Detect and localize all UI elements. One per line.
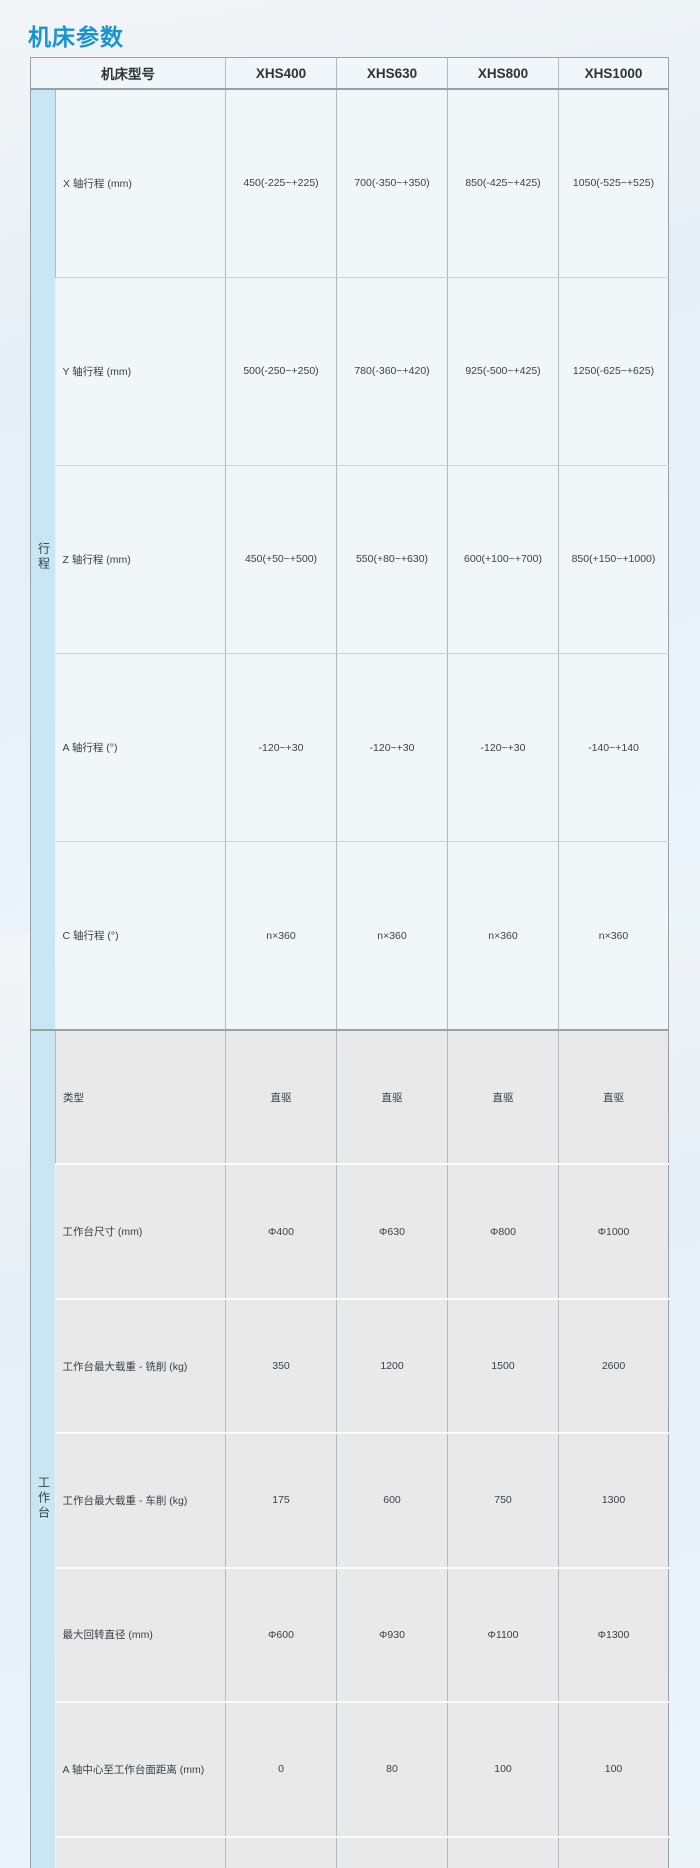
param-label-cell: Y 轴行程 (mm) bbox=[56, 277, 226, 465]
value-cell-xhs630: 直驱 bbox=[337, 1030, 448, 1164]
table-header-row: 机床型号 XHS400 XHS630 XHS800 XHS1000 bbox=[31, 58, 669, 90]
table-row: 工作台最大载重 - 铣削 (kg)350120015002600 bbox=[31, 1299, 669, 1433]
value-cell-xhs800: 925(-500~+425) bbox=[448, 277, 559, 465]
value-cell-xhs400: 直驱 bbox=[226, 1030, 337, 1164]
value-cell-xhs800: 600(+100~+700) bbox=[448, 465, 559, 653]
value-cell-xhs1000: n×360 bbox=[559, 842, 669, 1030]
value-cell-xhs1000: Φ1000 bbox=[559, 1164, 669, 1298]
value-cell-xhs400: 450(+50~+500) bbox=[226, 465, 337, 653]
model-header-xhs1000: XHS1000 bbox=[559, 58, 669, 90]
table-row: A 轴中心至工作台面距离 (mm)080100100 bbox=[31, 1702, 669, 1836]
value-cell-xhs800: 750 bbox=[448, 1433, 559, 1567]
table-row: 最大回转直径 (mm)Φ600Φ930Φ1100Φ1300 bbox=[31, 1568, 669, 1702]
value-cell-xhs1000: 直驱 bbox=[559, 1030, 669, 1164]
value-cell-xhs400: 175 bbox=[226, 1433, 337, 1567]
table-row: Y 轴行程 (mm)500(-250~+250)780(-360~+420)92… bbox=[31, 277, 669, 465]
value-cell-xhs630: -120~+30 bbox=[337, 654, 448, 842]
value-cell-xhs1000: 1050(-525~+525) bbox=[559, 89, 669, 277]
param-label-cell: 工作台最大载重 - 车削 (kg) bbox=[56, 1433, 226, 1567]
table-row: Z 轴行程 (mm)450(+50~+500)550(+80~+630)600(… bbox=[31, 465, 669, 653]
value-cell-xhs800: 100 bbox=[448, 1702, 559, 1836]
value-cell-xhs400: n×360 bbox=[226, 842, 337, 1030]
model-header-xhs800: XHS800 bbox=[448, 58, 559, 90]
value-cell-xhs1000: 850(+150~+1000) bbox=[559, 465, 669, 653]
value-cell-xhs630: 液压 bbox=[337, 1837, 448, 1868]
value-cell-xhs1000: 2600 bbox=[559, 1299, 669, 1433]
table-row: 工作台尺寸 (mm)Φ400Φ630Φ800Φ1000 bbox=[31, 1164, 669, 1298]
table-row: A 轴行程 (°)-120~+30-120~+30-120~+30-140~+1… bbox=[31, 654, 669, 842]
value-cell-xhs1000: 1250(-625~+625) bbox=[559, 277, 669, 465]
value-cell-xhs800: 直驱 bbox=[448, 1030, 559, 1164]
model-header-xhs630: XHS630 bbox=[337, 58, 448, 90]
param-label-cell: C 轴行程 (°) bbox=[56, 842, 226, 1030]
value-cell-xhs800: Φ800 bbox=[448, 1164, 559, 1298]
value-cell-xhs1000: 1300 bbox=[559, 1433, 669, 1567]
param-label-cell: A 轴行程 (°) bbox=[56, 654, 226, 842]
value-cell-xhs630: 600 bbox=[337, 1433, 448, 1567]
value-cell-xhs800: 液压 bbox=[448, 1837, 559, 1868]
value-cell-xhs630: n×360 bbox=[337, 842, 448, 1030]
table-row: 工作台类型直驱直驱直驱直驱 bbox=[31, 1030, 669, 1164]
value-cell-xhs400: 350 bbox=[226, 1299, 337, 1433]
table-row: A/C 轴锁紧方式 ( 气动 / 液压 )气动液压液压液压 bbox=[31, 1837, 669, 1868]
param-label-cell: A/C 轴锁紧方式 ( 气动 / 液压 ) bbox=[56, 1837, 226, 1868]
value-cell-xhs400: Φ600 bbox=[226, 1568, 337, 1702]
param-label-cell: A 轴中心至工作台面距离 (mm) bbox=[56, 1702, 226, 1836]
value-cell-xhs1000: -140~+140 bbox=[559, 654, 669, 842]
param-label-cell: X 轴行程 (mm) bbox=[56, 89, 226, 277]
value-cell-xhs1000: 液压 bbox=[559, 1837, 669, 1868]
param-label-cell: 类型 bbox=[56, 1030, 226, 1164]
value-cell-xhs800: 1500 bbox=[448, 1299, 559, 1433]
model-header-xhs400: XHS400 bbox=[226, 58, 337, 90]
value-cell-xhs400: 450(-225~+225) bbox=[226, 89, 337, 277]
param-label-cell: 工作台尺寸 (mm) bbox=[56, 1164, 226, 1298]
table-row: 工作台最大载重 - 车削 (kg)1756007501300 bbox=[31, 1433, 669, 1567]
model-label-header: 机床型号 bbox=[31, 58, 226, 90]
value-cell-xhs800: -120~+30 bbox=[448, 654, 559, 842]
value-cell-xhs1000: 100 bbox=[559, 1702, 669, 1836]
page-title: 机床参数 bbox=[28, 18, 124, 52]
value-cell-xhs630: 700(-350~+350) bbox=[337, 89, 448, 277]
param-label-cell: Z 轴行程 (mm) bbox=[56, 465, 226, 653]
value-cell-xhs630: 780(-360~+420) bbox=[337, 277, 448, 465]
value-cell-xhs630: 80 bbox=[337, 1702, 448, 1836]
value-cell-xhs800: 850(-425~+425) bbox=[448, 89, 559, 277]
value-cell-xhs400: 气动 bbox=[226, 1837, 337, 1868]
row-group-label: 行程 bbox=[31, 89, 56, 1030]
value-cell-xhs630: 550(+80~+630) bbox=[337, 465, 448, 653]
value-cell-xhs400: Φ400 bbox=[226, 1164, 337, 1298]
value-cell-xhs1000: Φ1300 bbox=[559, 1568, 669, 1702]
value-cell-xhs630: 1200 bbox=[337, 1299, 448, 1433]
value-cell-xhs630: Φ630 bbox=[337, 1164, 448, 1298]
value-cell-xhs400: -120~+30 bbox=[226, 654, 337, 842]
param-label-cell: 工作台最大载重 - 铣削 (kg) bbox=[56, 1299, 226, 1433]
value-cell-xhs630: Φ930 bbox=[337, 1568, 448, 1702]
value-cell-xhs400: 0 bbox=[226, 1702, 337, 1836]
value-cell-xhs800: Φ1100 bbox=[448, 1568, 559, 1702]
value-cell-xhs800: n×360 bbox=[448, 842, 559, 1030]
value-cell-xhs400: 500(-250~+250) bbox=[226, 277, 337, 465]
param-label-cell: 最大回转直径 (mm) bbox=[56, 1568, 226, 1702]
row-group-label: 工作台 bbox=[31, 1030, 56, 1868]
